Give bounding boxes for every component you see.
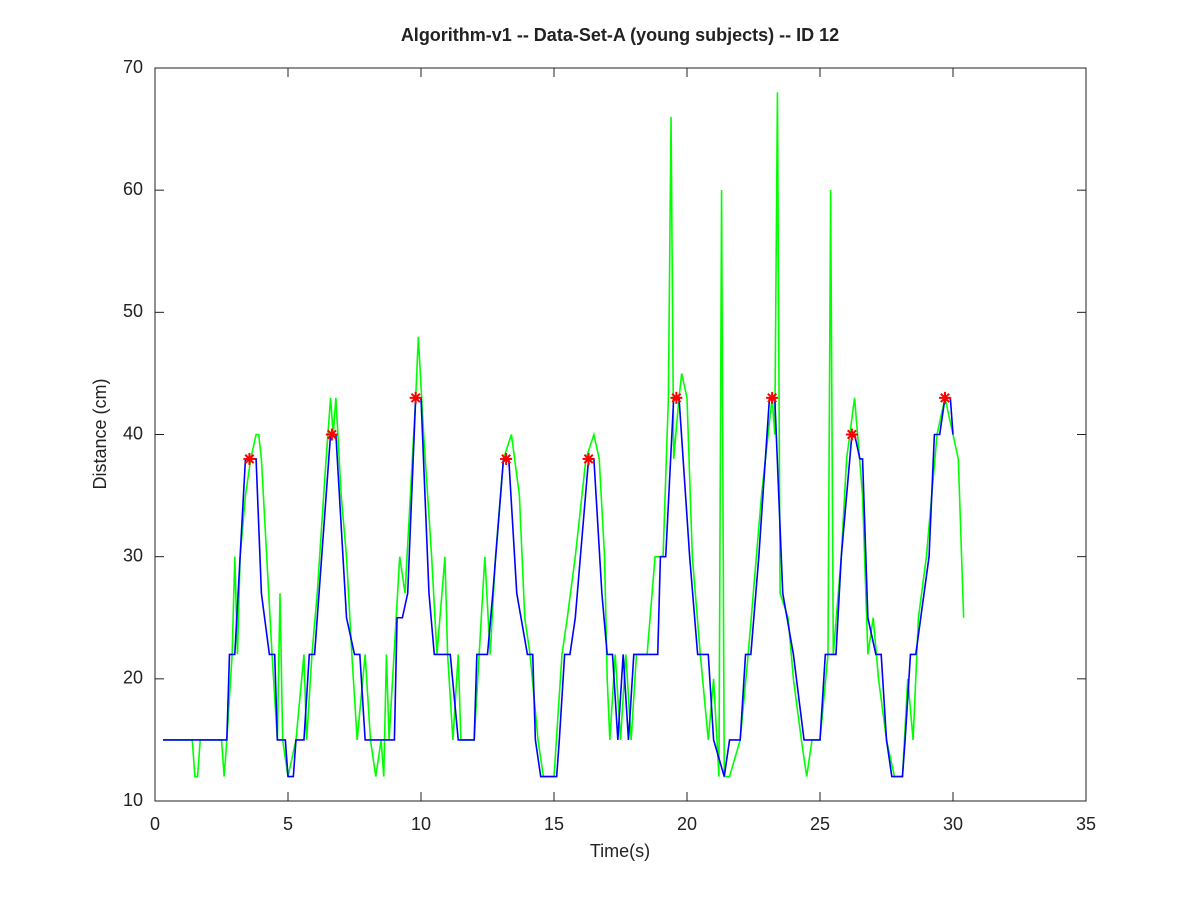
y-tick-label: 10 (123, 790, 143, 810)
peak-marker (766, 391, 779, 404)
marker-stroke (671, 392, 682, 403)
y-tick-label: 20 (123, 668, 143, 688)
marker-stroke (326, 429, 337, 440)
plot-frame (154, 67, 1087, 802)
marker-stroke (410, 392, 421, 403)
x-tick-label: 0 (150, 814, 160, 834)
marker-stroke (501, 454, 512, 464)
peak-marker (582, 452, 595, 465)
x-tick-label: 30 (943, 814, 963, 834)
x-tick-label: 35 (1076, 814, 1096, 834)
peak-marker (243, 452, 256, 465)
y-tick-label: 40 (123, 423, 143, 443)
peak-marker (845, 428, 858, 441)
y-tick-label: 30 (123, 545, 143, 565)
marker-stroke (767, 392, 778, 403)
marker-stroke (244, 454, 255, 464)
x-tick-label: 25 (810, 814, 830, 834)
marker-stroke (583, 454, 594, 464)
y-tick-label: 50 (123, 301, 143, 321)
marker-stroke (847, 429, 857, 440)
peak-marker (670, 391, 683, 404)
y-tick-label: 70 (123, 57, 143, 77)
y-axis-label: Distance (cm) (90, 378, 110, 489)
peak-marker (500, 452, 513, 465)
chart-title: Algorithm-v1 -- Data-Set-A (young subjec… (401, 25, 839, 45)
peak-marker (939, 391, 952, 404)
peak-marker (409, 391, 422, 404)
x-axis-label: Time(s) (590, 841, 650, 861)
marker-stroke (940, 392, 950, 403)
x-tick-label: 10 (411, 814, 431, 834)
y-tick-label: 60 (123, 179, 143, 199)
x-tick-label: 15 (544, 814, 564, 834)
peak-marker (325, 428, 338, 441)
x-tick-label: 20 (677, 814, 697, 834)
x-tick-label: 5 (283, 814, 293, 834)
